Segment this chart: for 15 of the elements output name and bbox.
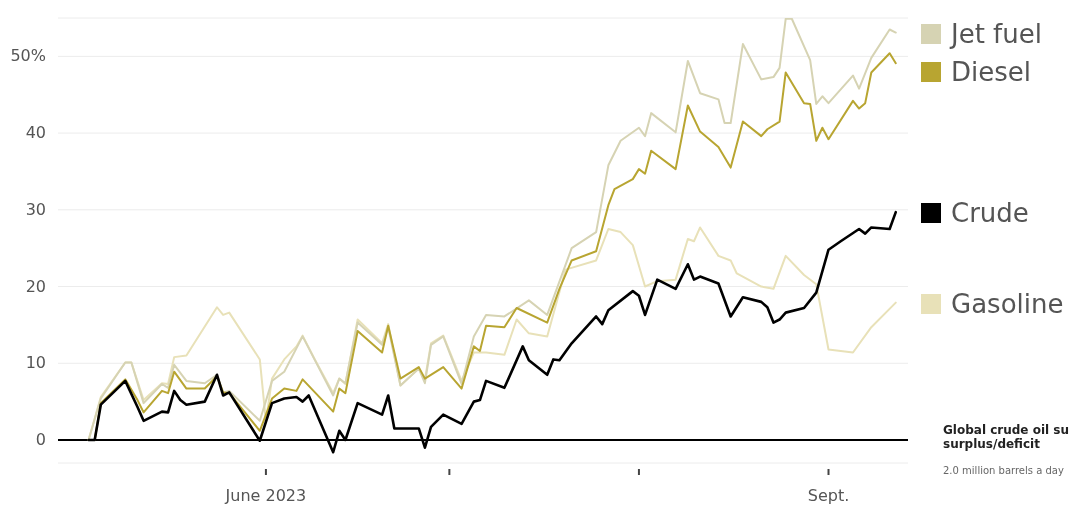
legend-label: Crude xyxy=(951,198,1029,229)
legend-label: Diesel xyxy=(951,56,1032,87)
y-tick-label: 40 xyxy=(25,123,46,143)
y-tick-label: 20 xyxy=(25,276,46,296)
y-tick-label: 0 xyxy=(35,429,46,449)
y-tick-label: 50% xyxy=(10,46,46,66)
text: surplus/deficit xyxy=(943,437,1041,451)
x-tick-label: June 2023 xyxy=(224,486,307,505)
legend-label: Gasoline xyxy=(951,288,1064,319)
y-tick-label: 30 xyxy=(25,199,46,219)
x-tick-label: Sept. xyxy=(807,486,850,505)
legend-label: Jet fuel xyxy=(951,18,1042,49)
text: 2.0 million barrels a day xyxy=(943,465,1065,476)
y-tick-label: 10 xyxy=(25,353,46,373)
text: Global crude oil su xyxy=(943,423,1070,437)
